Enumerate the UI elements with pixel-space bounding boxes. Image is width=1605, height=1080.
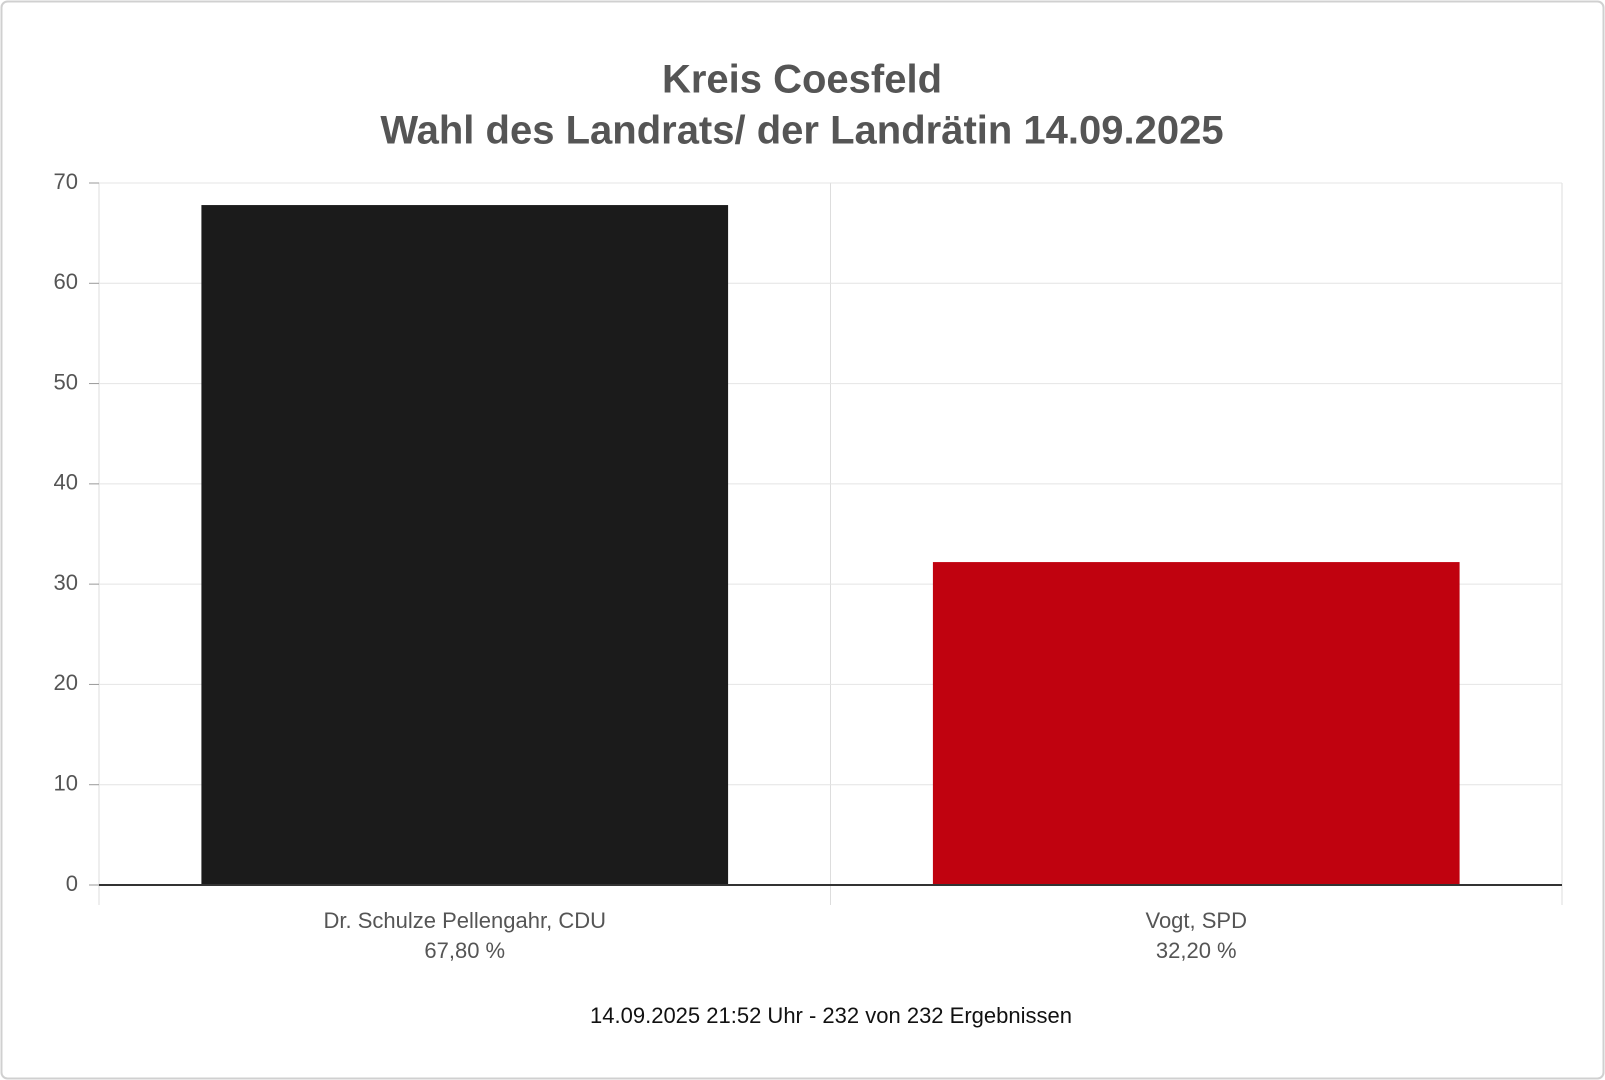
- x-tick-label: Dr. Schulze Pellengahr, CDU: [324, 908, 606, 933]
- y-tick-label: 70: [54, 169, 78, 194]
- chart-title: Kreis Coesfeld: [662, 58, 942, 102]
- y-tick-label: 30: [54, 570, 78, 595]
- y-tick-label: 50: [54, 369, 78, 394]
- value-label: 32,20 %: [1156, 938, 1237, 963]
- y-tick-label: 60: [54, 269, 78, 294]
- y-tick-label: 40: [54, 470, 78, 495]
- x-tick-label: Vogt, SPD: [1145, 908, 1247, 933]
- value-label: 67,80 %: [424, 938, 505, 963]
- footnote: 14.09.2025 21:52 Uhr - 232 von 232 Ergeb…: [590, 1003, 1072, 1028]
- bar: [201, 205, 729, 885]
- bar: [932, 562, 1460, 885]
- y-tick-label: 10: [54, 771, 78, 796]
- chart-subtitle: Wahl des Landrats/ der Landrätin 14.09.2…: [380, 109, 1223, 153]
- y-tick-label: 0: [66, 871, 78, 896]
- y-tick-label: 20: [54, 670, 78, 695]
